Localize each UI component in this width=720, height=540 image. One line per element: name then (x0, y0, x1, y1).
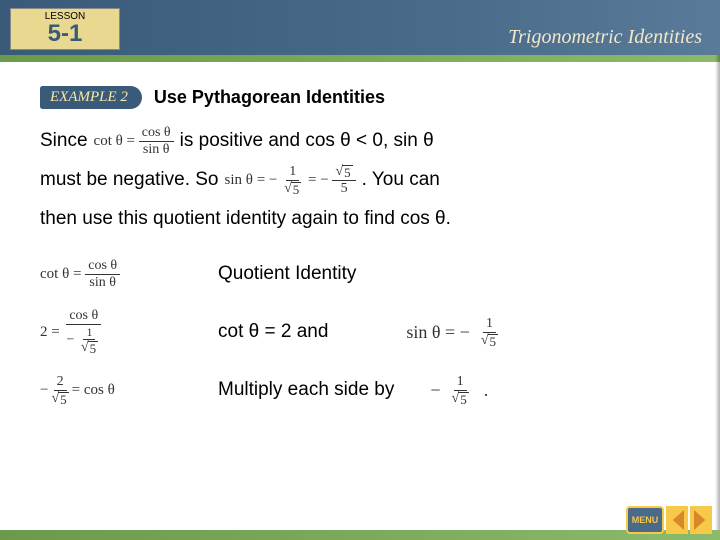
menu-button[interactable]: MENU (626, 506, 664, 534)
eq-cot-def: cot θ = cos θ sin θ (94, 126, 174, 157)
slide: LESSON 5-1 Trigonometric Identities EXAM… (0, 0, 720, 540)
text-negative: must be negative. So (40, 165, 219, 195)
step-label-1: Quotient Identity (218, 263, 356, 285)
step-eq-1: cot θ = cos θ sin θ (40, 259, 200, 290)
shadow-edge (715, 55, 720, 530)
step-eq-3: − 2 5 = cos θ (40, 375, 200, 406)
body-text: Since cot θ = cos θ sin θ is positive an… (40, 126, 680, 234)
example-heading: EXAMPLE 2 Use Pythagorean Identities (40, 82, 680, 112)
step-label-3: Multiply each side by (218, 379, 394, 401)
divider-top (0, 55, 720, 62)
text-since: Since (40, 126, 88, 156)
steps-list: cot θ = cos θ sin θ Quotient Identity 2 … (40, 250, 680, 414)
step-right-3: − 1 5 . (430, 375, 488, 406)
example-badge: EXAMPLE 2 (40, 86, 142, 109)
step-row: 2 = cos θ − 1 5 cot θ = 2 and (40, 308, 680, 356)
step-right-2: sin θ = − 1 5 (406, 317, 501, 348)
step-eq-2: 2 = cos θ − 1 5 (40, 309, 200, 355)
arrow-right-icon (694, 510, 708, 530)
next-button[interactable] (690, 506, 712, 534)
line-3: then use this quotient identity again to… (40, 204, 680, 234)
content-area: EXAMPLE 2 Use Pythagorean Identities Sin… (0, 82, 720, 512)
eq-sin-value: sin θ = − 1 5 = − 5 5 (225, 165, 356, 196)
lesson-badge: LESSON 5-1 (10, 8, 120, 50)
text-youcan: . You can (362, 165, 440, 195)
section-title: Use Pythagorean Identities (154, 87, 385, 108)
step-row: − 2 5 = cos θ Multiply each side by − 1 … (40, 366, 680, 414)
step-label-2: cot θ = 2 and (218, 321, 328, 343)
prev-button[interactable] (666, 506, 688, 534)
line-2: must be negative. So sin θ = − 1 5 = − 5… (40, 165, 680, 196)
arrow-left-icon (670, 510, 684, 530)
line-1: Since cot θ = cos θ sin θ is positive an… (40, 126, 680, 157)
header-bar: LESSON 5-1 Trigonometric Identities (0, 0, 720, 55)
chapter-title: Trigonometric Identities (508, 26, 702, 49)
nav-controls: MENU (626, 506, 712, 534)
step-row: cot θ = cos θ sin θ Quotient Identity (40, 250, 680, 298)
divider-bottom (0, 530, 720, 540)
text-positive: is positive and cos θ < 0, sin θ (180, 126, 434, 156)
lesson-number: 5-1 (11, 20, 119, 48)
text-thenuse: then use this quotient identity again to… (40, 204, 451, 234)
